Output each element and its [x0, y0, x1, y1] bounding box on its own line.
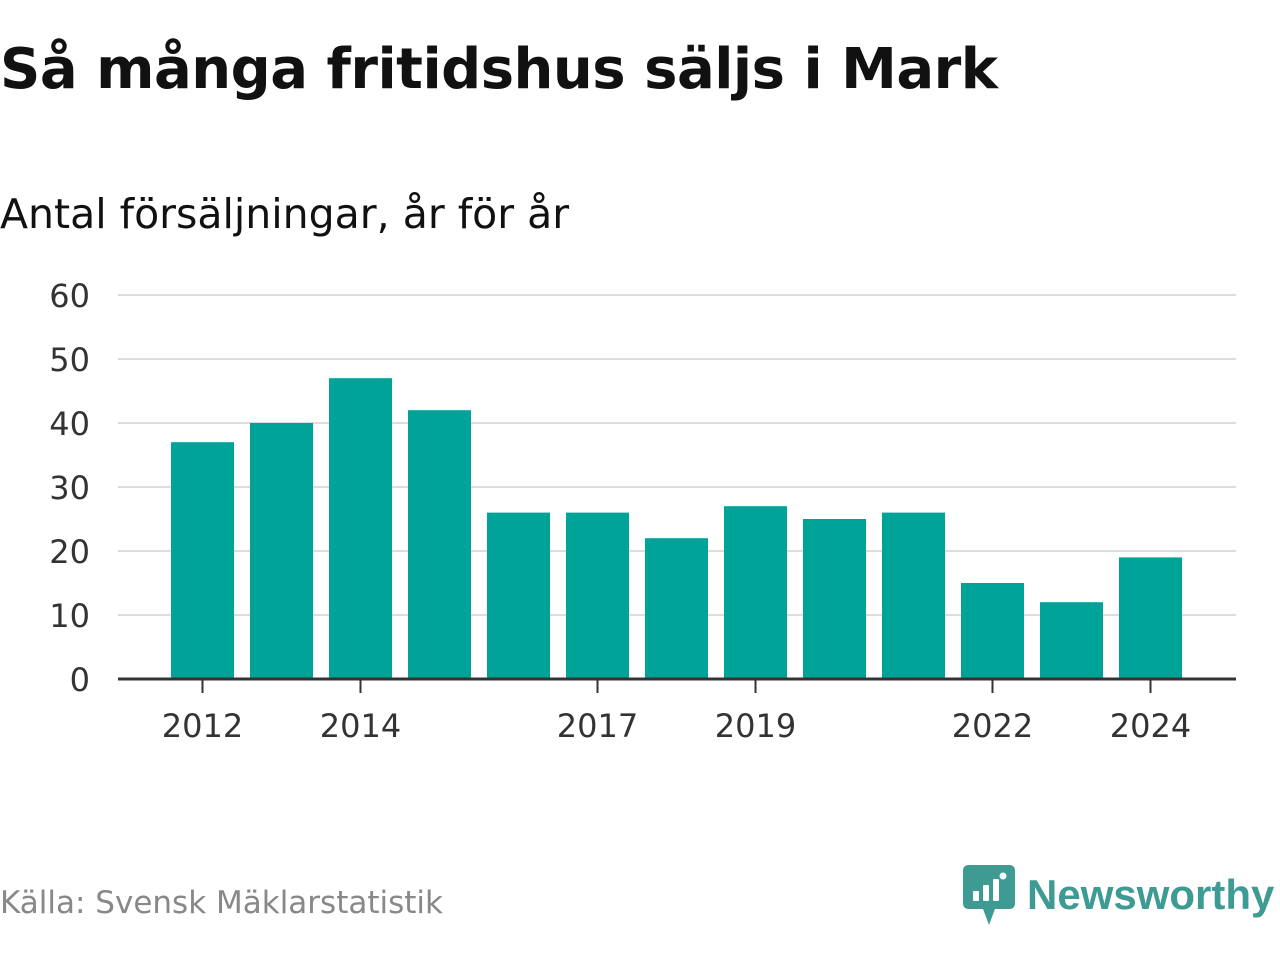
x-tick-label: 2014	[320, 707, 401, 745]
bar-2016	[487, 512, 550, 679]
bar-2021	[882, 512, 945, 679]
bar-2017	[566, 512, 629, 679]
bar-2019	[724, 506, 787, 679]
bar-2022	[961, 583, 1024, 679]
newsworthy-logo-icon	[963, 865, 1015, 925]
y-tick-label: 0	[70, 661, 90, 699]
bars	[171, 378, 1182, 679]
bar-2012	[171, 442, 234, 679]
chart-subtitle: Antal försäljningar, år för år	[0, 190, 570, 238]
chart-title: Så många fritidshus säljs i Mark	[0, 37, 998, 102]
bar-2013	[250, 423, 313, 679]
brand-name: Newsworthy	[1027, 871, 1275, 918]
y-tick-label: 40	[49, 405, 90, 443]
y-tick-label: 20	[49, 533, 90, 571]
bar-2020	[803, 519, 866, 679]
x-axis-labels: 2012 2014 2017 2019 2022 2024	[162, 707, 1191, 745]
y-tick-label: 60	[49, 277, 90, 315]
x-axis	[118, 677, 1236, 693]
y-axis-labels: 0 10 20 30 40 50 60	[49, 277, 90, 699]
x-tick-label: 2017	[557, 707, 638, 745]
bar-2014	[329, 378, 392, 679]
bar-2023	[1040, 602, 1103, 679]
x-tick-label: 2012	[162, 707, 243, 745]
x-tick-label: 2022	[952, 707, 1033, 745]
x-tick-label: 2024	[1110, 707, 1191, 745]
bar-2024	[1119, 557, 1182, 679]
brand-logo: Newsworthy	[963, 863, 1274, 927]
source-note: Källa: Svensk Mäklarstatistik	[0, 885, 443, 921]
y-tick-label: 10	[49, 597, 90, 635]
y-tick-label: 50	[49, 341, 90, 379]
bar-2015	[408, 410, 471, 679]
bar-2018	[645, 538, 708, 679]
x-tick-label: 2019	[715, 707, 796, 745]
y-tick-label: 30	[49, 469, 90, 507]
